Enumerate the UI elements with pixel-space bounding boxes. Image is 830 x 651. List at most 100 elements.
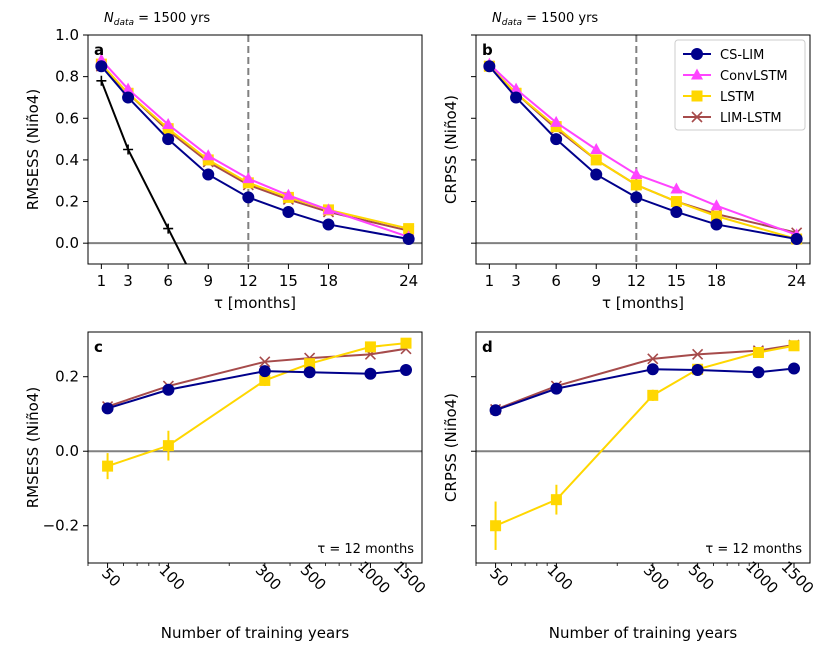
legend-marker-lstm [691,90,703,102]
point-cslim [483,60,496,73]
point-cslim [590,168,603,181]
tau-annotation: τ = 12 months [705,542,802,557]
plot-area-d [476,339,810,550]
point-limlstm [692,348,704,360]
legend-label-limlstm: LIM-LSTM [720,111,782,126]
x-axis-label: Number of training years [161,624,350,642]
point-cslim [691,364,704,377]
point-convlstm [322,203,335,215]
x-tick-label: 9 [591,272,601,290]
series-limlstm [102,343,412,413]
y-tick-label: 0.2 [55,193,79,211]
x-tick-label: 12 [627,272,646,290]
point-limlstm [647,353,659,365]
x-tick-label: 50 [98,564,124,590]
point-convlstm [590,143,603,154]
persistence-line [100,80,188,264]
point-cslim [402,233,415,246]
series-lstm [95,58,415,235]
y-tick-label: 0.8 [55,68,79,86]
point-cslim [101,402,114,415]
series-line-cslim [107,369,407,410]
point-lstm [550,494,562,506]
legend-marker-limlstm [691,111,703,123]
point-lstm [364,341,376,353]
x-tick-label: 9 [203,272,213,290]
x-tick-label: 1000 [354,558,394,598]
axes-frame [475,331,811,564]
point-lstm [102,460,114,472]
plot-area-b [476,35,810,264]
point-cslim [122,91,135,104]
point-cslim [788,362,801,375]
x-tick-label: 18 [707,272,726,290]
point-cslim [489,404,502,417]
point-lstm [752,346,764,358]
y-tick-label: 0.6 [55,109,79,127]
point-cslim [242,191,255,204]
x-tick-label: 500 [297,561,330,594]
point-lstm [162,440,174,452]
axes-frame [87,331,423,564]
point-cslim [710,218,723,231]
series-line-lstm [495,344,795,527]
panel-letter: c [94,338,103,356]
x-tick-label: 100 [155,561,188,594]
point-convlstm [162,118,175,130]
y-tick-label: 0.0 [55,442,79,460]
panel-letter: a [94,41,104,59]
legend-label-cslim: CS-LIM [720,48,764,63]
legend-label-lstm: LSTM [720,90,755,105]
y-tick-label: −0.2 [43,517,79,535]
series-limlstm [95,60,415,237]
series-line-lstm [488,65,797,240]
persistence-marker [123,144,134,155]
legend-marker-convlstm [691,68,703,80]
series-line-convlstm [488,63,797,236]
panel-a: 1 3 6 9 12 15 18 24 0.0 0.2 0.4 0.6 0.8 1.0 τ [months]… [24,11,423,312]
series-line-lstm [100,63,409,230]
point-cslim [790,233,803,246]
y-tick-label: 1.0 [55,26,79,44]
point-lstm [259,374,271,386]
point-convlstm [710,199,723,211]
point-lstm [630,179,642,191]
series-line-limlstm [100,65,409,232]
series-line-cslim [100,65,409,241]
x-tick-label: 15 [279,272,298,290]
point-cslim [550,382,563,395]
series-line-limlstm [107,347,407,408]
point-lstm [400,337,412,349]
point-cslim [162,133,175,146]
panel-b: 1 3 6 9 12 15 18 24 τ [months] CRPSS (Niño4) b Ndat… [442,11,811,312]
point-convlstm [242,172,255,184]
series-cslim [101,364,413,415]
plot-area-c [88,337,422,480]
top-label: Ndata = 1500 yrs [492,11,598,28]
tau-annotation: τ = 12 months [317,542,414,557]
top-label: Ndata = 1500 yrs [104,11,210,28]
series-line-convlstm [100,59,409,238]
series-line-lstm [107,342,407,468]
point-lstm [710,210,722,222]
axes-frame [87,34,423,265]
x-tick-label: 3 [123,272,133,290]
point-convlstm [550,115,563,127]
point-cslim [95,60,108,73]
point-lstm [590,154,602,166]
y-tick-label: 0.2 [55,368,79,386]
x-tick-label: 1500 [778,558,818,598]
x-axis-label: Number of training years [549,624,738,642]
point-lstm [304,358,316,370]
point-convlstm [282,188,295,200]
x-axis-label: τ [months] [214,294,296,312]
series-line-cslim [488,65,797,241]
point-lstm [647,389,659,401]
point-convlstm [670,182,683,194]
point-cslim [752,366,765,379]
axes-frame [475,34,811,265]
point-convlstm [122,82,135,94]
legend-box [674,39,806,131]
y-axis-label: CRPSS (Niño4) [442,393,460,502]
